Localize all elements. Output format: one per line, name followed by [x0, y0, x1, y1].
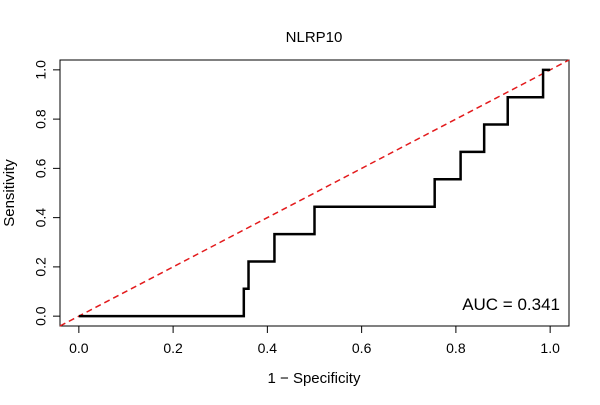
- y-axis-label: Sensitivity: [1, 159, 18, 227]
- x-tick-label: 0.6: [352, 340, 372, 356]
- series-layer: [59, 59, 570, 327]
- reference-diagonal-line: [59, 59, 570, 327]
- plot-frame: [59, 59, 570, 327]
- chart-title: NLRP10: [286, 29, 343, 46]
- roc-curve-line: [78, 68, 551, 318]
- auc-annotation: AUC = 0.341: [462, 295, 560, 314]
- y-tick-label: 0.2: [33, 257, 49, 277]
- x-axis: 0.0 0.2 0.4 0.6 0.8 1.0: [69, 325, 560, 356]
- y-tick-label: 0.8: [33, 109, 49, 129]
- y-tick-label: 1.0: [33, 60, 49, 80]
- y-tick-label: 0.4: [33, 208, 49, 228]
- y-axis: 0.0 0.2 0.4 0.6 0.8 1.0: [33, 60, 61, 326]
- x-tick-label: 1.0: [540, 340, 560, 356]
- x-tick-label: 0.8: [446, 340, 466, 356]
- x-tick-label: 0.0: [69, 340, 89, 356]
- x-tick-label: 0.2: [163, 340, 183, 356]
- y-tick-label: 0.6: [33, 158, 49, 178]
- x-tick-label: 0.4: [258, 340, 278, 356]
- x-axis-label: 1 − Specificity: [268, 370, 361, 387]
- y-tick-label: 0.0: [33, 306, 49, 326]
